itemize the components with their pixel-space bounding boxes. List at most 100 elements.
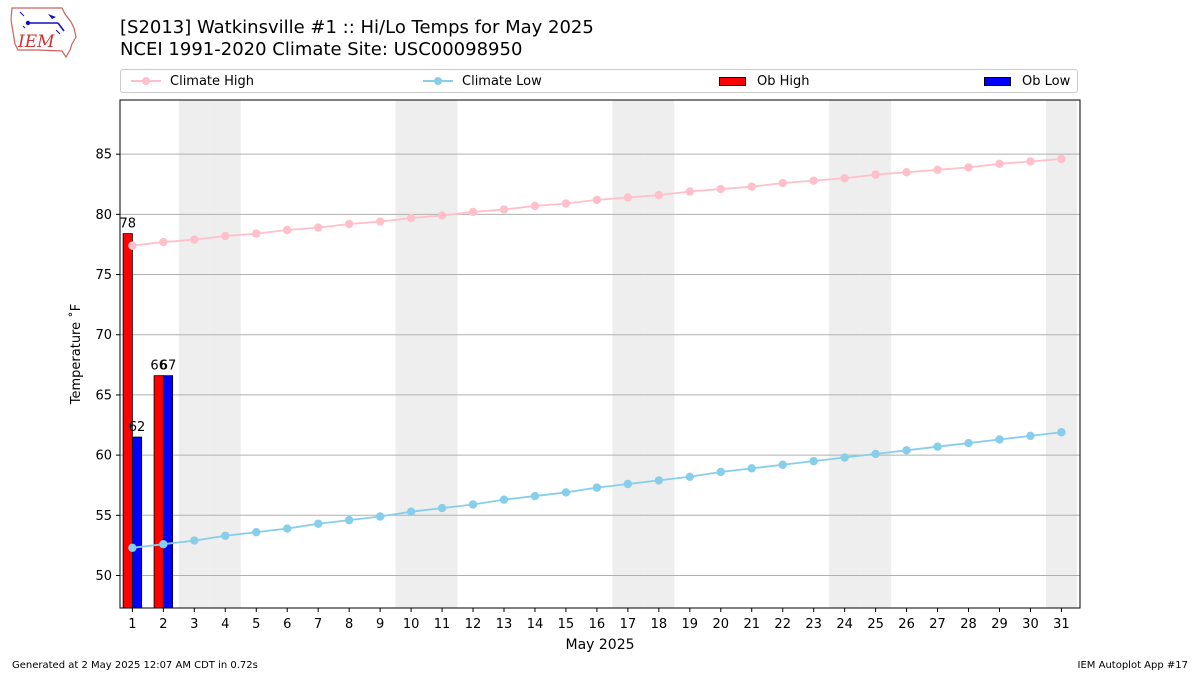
x-tick-label-28: 28 bbox=[960, 617, 977, 632]
point-climate-low-day-10 bbox=[406, 507, 416, 516]
x-tick-label-30: 30 bbox=[1022, 617, 1039, 632]
x-tick-label-7: 7 bbox=[314, 617, 322, 632]
point-climate-low-day-25 bbox=[871, 449, 880, 459]
legend-label-climate-low: Climate Low bbox=[462, 73, 542, 89]
point-climate-high-day-16 bbox=[592, 195, 602, 205]
weekend-shade-day-24 bbox=[829, 100, 861, 608]
point-climate-high-day-21 bbox=[747, 182, 756, 191]
point-climate-low-day-17 bbox=[623, 479, 633, 489]
point-climate-low-day-30 bbox=[1026, 431, 1035, 441]
legend-swatch-climate-high bbox=[131, 76, 161, 86]
point-climate-low-day-23 bbox=[809, 456, 818, 466]
y-axis-ticks: 50 55 60 65 70 75 80 85 bbox=[95, 148, 120, 584]
point-climate-low-day-12 bbox=[468, 500, 478, 509]
point-climate-low-day-3 bbox=[190, 536, 199, 545]
point-climate-low-day-6 bbox=[283, 524, 292, 533]
climate-lines bbox=[128, 154, 1066, 553]
x-tick-label-9: 9 bbox=[376, 617, 384, 632]
point-climate-low-day-22 bbox=[778, 460, 787, 469]
legend-label-ob-high: Ob High bbox=[757, 73, 810, 89]
legend-swatch-ob-high bbox=[719, 76, 746, 86]
point-climate-low-day-15 bbox=[561, 488, 571, 497]
x-tick-label-25: 25 bbox=[867, 617, 884, 632]
point-climate-low-day-20 bbox=[716, 467, 725, 477]
legend-item-climate-high: Climate High bbox=[131, 70, 254, 92]
y-tick-label-80: 80 bbox=[95, 208, 112, 223]
x-tick-label-5: 5 bbox=[252, 617, 260, 632]
x-tick-label-29: 29 bbox=[991, 617, 1008, 632]
bar-ob-low-day-1 bbox=[131, 436, 143, 609]
iem-logo: IEM bbox=[10, 7, 77, 58]
app-footer: IEM Autoplot App #17 bbox=[1077, 660, 1188, 671]
point-climate-low-day-24 bbox=[840, 453, 849, 462]
data-label-ob-low-day-2: 67 bbox=[160, 359, 177, 374]
point-climate-high-day-19 bbox=[685, 187, 695, 196]
point-climate-high-day-15 bbox=[561, 199, 571, 208]
x-tick-label-13: 13 bbox=[496, 617, 513, 632]
point-climate-high-day-28 bbox=[964, 163, 973, 172]
bar-ob-high-day-2 bbox=[153, 375, 164, 609]
point-climate-high-day-10 bbox=[406, 213, 416, 223]
legend-swatch-climate-low bbox=[423, 76, 453, 86]
y-tick-label-55: 55 bbox=[95, 509, 112, 524]
point-climate-low-day-5 bbox=[252, 527, 261, 537]
x-tick-label-21: 21 bbox=[743, 617, 760, 632]
point-climate-low-day-28 bbox=[964, 438, 973, 448]
point-climate-low-day-31 bbox=[1057, 428, 1066, 437]
point-climate-low-day-27 bbox=[933, 442, 942, 451]
point-climate-high-day-25 bbox=[871, 170, 880, 179]
point-climate-high-day-24 bbox=[840, 174, 849, 183]
y-tick-label-60: 60 bbox=[95, 449, 112, 464]
point-climate-high-day-26 bbox=[902, 168, 911, 177]
weekend-shade-day-25 bbox=[860, 100, 892, 608]
generated-footer: Generated at 2 May 2025 12:07 AM CDT in … bbox=[12, 660, 258, 671]
point-climate-high-day-5 bbox=[252, 229, 261, 238]
point-climate-low-day-4 bbox=[221, 531, 230, 540]
point-climate-low-day-1 bbox=[128, 543, 137, 553]
x-tick-label-11: 11 bbox=[434, 617, 451, 632]
point-climate-low-day-14 bbox=[530, 491, 540, 501]
x-tick-label-3: 3 bbox=[190, 617, 198, 632]
chart-title: [S2013] Watkinsville #1 :: Hi/Lo Temps f… bbox=[120, 17, 594, 38]
x-tick-label-18: 18 bbox=[651, 617, 668, 632]
legend-swatch-ob-low bbox=[984, 76, 1011, 86]
x-tick-label-8: 8 bbox=[345, 617, 353, 632]
point-climate-low-day-21 bbox=[747, 464, 756, 473]
point-climate-low-day-18 bbox=[654, 476, 664, 485]
x-tick-label-27: 27 bbox=[929, 617, 946, 632]
bar-ob-low-day-2 bbox=[162, 375, 174, 609]
x-tick-label-23: 23 bbox=[805, 617, 822, 632]
data-label-ob-high-day-1: 78 bbox=[119, 217, 136, 232]
point-climate-low-day-19 bbox=[685, 472, 695, 481]
point-climate-low-day-9 bbox=[375, 512, 385, 521]
point-climate-high-day-30 bbox=[1026, 157, 1035, 166]
point-climate-high-day-17 bbox=[623, 193, 633, 202]
point-climate-high-day-4 bbox=[221, 231, 230, 241]
x-tick-label-17: 17 bbox=[620, 617, 637, 632]
point-climate-high-day-9 bbox=[375, 217, 385, 226]
x-tick-label-19: 19 bbox=[682, 617, 699, 632]
point-climate-high-day-20 bbox=[716, 184, 725, 194]
x-tick-label-6: 6 bbox=[283, 617, 291, 632]
weekend-shade-day-31 bbox=[1045, 100, 1077, 608]
x-tick-label-1: 1 bbox=[128, 617, 136, 632]
weekend-shading bbox=[178, 100, 1077, 608]
x-axis-ticks: 1 2 3 4 5 6 7 8 9 10 11 12 13 14 15 16 17 18 19 20 21 22 23 24 2… bbox=[128, 608, 1070, 632]
weekend-shade-day-11 bbox=[426, 100, 458, 608]
x-tick-label-16: 16 bbox=[589, 617, 606, 632]
point-climate-low-day-26 bbox=[902, 446, 911, 455]
plot-frame bbox=[119, 99, 1081, 609]
x-tick-label-4: 4 bbox=[221, 617, 229, 632]
weekend-shade-day-17 bbox=[612, 100, 644, 608]
logo-text: IEM bbox=[17, 32, 55, 52]
point-climate-high-day-13 bbox=[499, 205, 509, 214]
y-gridlines bbox=[120, 153, 1080, 576]
bar-data-labels: 78 66 62 67 bbox=[119, 217, 176, 435]
weekend-shade-day-3 bbox=[178, 100, 210, 608]
data-label-ob-high-day-2: 66 bbox=[150, 359, 167, 374]
point-climate-high-day-29 bbox=[995, 159, 1004, 169]
point-climate-high-day-7 bbox=[313, 223, 323, 232]
point-climate-high-day-23 bbox=[809, 176, 818, 185]
legend-label-ob-low: Ob Low bbox=[1022, 73, 1071, 89]
